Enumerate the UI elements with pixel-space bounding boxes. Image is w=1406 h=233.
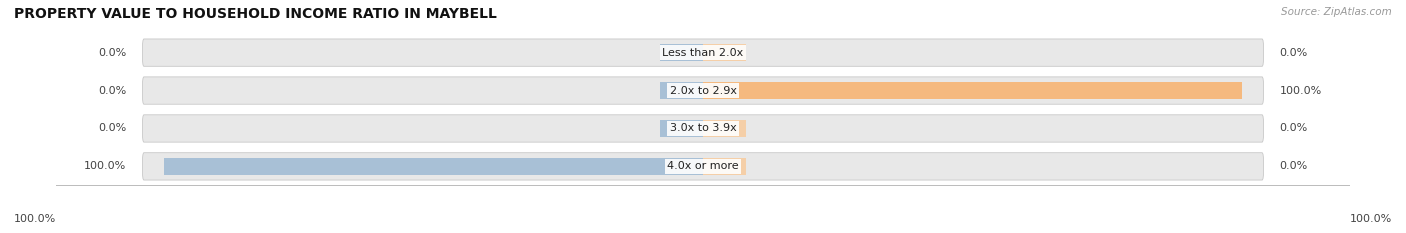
Bar [659,44,703,61]
FancyBboxPatch shape [142,115,1264,142]
Text: 2.0x to 2.9x: 2.0x to 2.9x [669,86,737,96]
Text: 100.0%: 100.0% [1350,214,1392,224]
Text: Source: ZipAtlas.com: Source: ZipAtlas.com [1281,7,1392,17]
Text: Less than 2.0x: Less than 2.0x [662,48,744,58]
Bar [703,82,1241,99]
Text: PROPERTY VALUE TO HOUSEHOLD INCOME RATIO IN MAYBELL: PROPERTY VALUE TO HOUSEHOLD INCOME RATIO… [14,7,496,21]
Text: 4.0x or more: 4.0x or more [668,161,738,171]
Bar [659,120,703,137]
Bar [659,82,703,99]
Text: 0.0%: 0.0% [1279,123,1308,134]
Text: 0.0%: 0.0% [1279,161,1308,171]
Text: 0.0%: 0.0% [98,123,127,134]
Text: 0.0%: 0.0% [1279,48,1308,58]
FancyBboxPatch shape [142,77,1264,104]
Text: 100.0%: 100.0% [84,161,127,171]
Text: 3.0x to 3.9x: 3.0x to 3.9x [669,123,737,134]
Text: 0.0%: 0.0% [98,86,127,96]
Bar [703,120,747,137]
Bar [703,158,747,175]
Text: 100.0%: 100.0% [1279,86,1322,96]
Bar [165,158,703,175]
Bar [703,44,747,61]
FancyBboxPatch shape [142,153,1264,180]
Text: 0.0%: 0.0% [98,48,127,58]
Text: 100.0%: 100.0% [14,214,56,224]
FancyBboxPatch shape [142,39,1264,66]
